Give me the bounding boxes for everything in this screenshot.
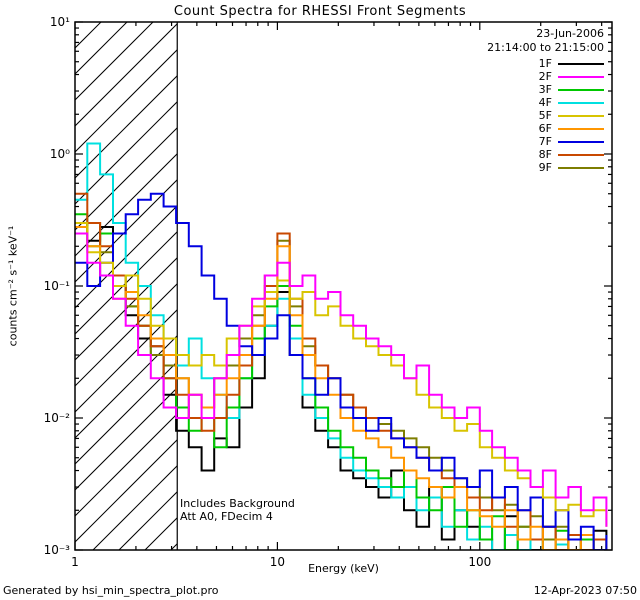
y-tick-label: 10¹ bbox=[50, 15, 70, 29]
legend-item-8F: 8F bbox=[539, 148, 604, 161]
observation-time-range: 21:14:00 to 21:15:00 bbox=[487, 41, 604, 54]
page-title: Count Spectra for RHESSI Front Segments bbox=[173, 4, 467, 19]
annotation-background: Includes Background bbox=[180, 497, 295, 510]
legend-label: 1F bbox=[538, 57, 552, 70]
annotation-attenuator: Att A0, FDecim 4 bbox=[180, 510, 273, 523]
plot-frame bbox=[74, 21, 613, 551]
legend-label: 9F bbox=[538, 161, 552, 174]
legend-color-line bbox=[558, 75, 604, 78]
legend-color-line bbox=[558, 88, 604, 91]
render-timestamp: 12-Apr-2023 07:50 bbox=[533, 584, 637, 597]
legend-item-9F: 9F bbox=[539, 161, 604, 174]
y-tick-label: 10⁻² bbox=[44, 411, 71, 425]
legend-label: 8F bbox=[538, 148, 552, 161]
legend-label: 4F bbox=[538, 96, 552, 109]
x-axis-label: Energy (keV) bbox=[308, 562, 379, 575]
legend-color-line bbox=[558, 114, 604, 117]
legend-label: 7F bbox=[538, 135, 552, 148]
spectrum-7F bbox=[75, 192, 608, 550]
spectrum-8F bbox=[75, 192, 608, 550]
legend-color-line bbox=[558, 101, 604, 104]
legend-label: 5F bbox=[538, 109, 552, 122]
legend-color-line bbox=[558, 140, 604, 143]
legend-item-7F: 7F bbox=[539, 135, 604, 148]
legend-item-2F: 2F bbox=[539, 70, 604, 83]
legend-item-5F: 5F bbox=[539, 109, 604, 122]
spectrum-2F bbox=[75, 232, 608, 527]
y-tick-label: 10⁰ bbox=[50, 147, 70, 161]
x-tick-label: 10 bbox=[270, 555, 285, 569]
y-axis-label: counts cm⁻² s⁻¹ keV⁻¹ bbox=[6, 225, 20, 347]
x-tick-label: 1 bbox=[71, 555, 79, 569]
plot-annotations: Includes Background Att A0, FDecim 4 bbox=[180, 497, 295, 523]
legend-item-6F: 6F bbox=[539, 122, 604, 135]
legend-item-3F: 3F bbox=[539, 83, 604, 96]
legend-label: 3F bbox=[538, 83, 552, 96]
legend-item-4F: 4F bbox=[539, 96, 604, 109]
y-tick-label: 10⁻³ bbox=[44, 543, 71, 557]
x-tick-label: 100 bbox=[468, 555, 491, 569]
observation-datetime: 23-Jun-2006 21:14:00 to 21:15:00 bbox=[487, 27, 604, 55]
y-tick-label: 10⁻¹ bbox=[44, 279, 71, 293]
legend: 1F 2F 3F 4F 5F 6F 7F 8F 9F bbox=[539, 57, 604, 174]
legend-color-line bbox=[558, 153, 604, 156]
legend-label: 2F bbox=[538, 70, 552, 83]
generator-credit: Generated by hsi_min_spectra_plot.pro bbox=[3, 584, 219, 597]
observation-date: 23-Jun-2006 bbox=[536, 27, 604, 40]
spectrum-5F bbox=[75, 222, 608, 527]
legend-label: 6F bbox=[538, 122, 552, 135]
spectrum-6F bbox=[75, 226, 608, 550]
legend-color-line bbox=[558, 127, 604, 130]
legend-color-line bbox=[558, 166, 604, 169]
legend-color-line bbox=[558, 62, 604, 65]
legend-item-1F: 1F bbox=[539, 57, 604, 70]
